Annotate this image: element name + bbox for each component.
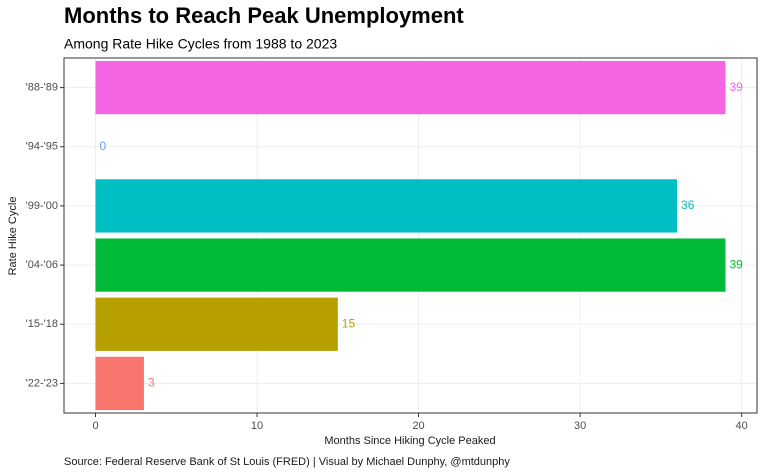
bar bbox=[95, 60, 726, 115]
bar bbox=[95, 356, 144, 411]
bar bbox=[95, 238, 726, 292]
value-label: 3 bbox=[148, 376, 155, 390]
y-tick-label: '15-'18 bbox=[26, 318, 58, 330]
value-label: 15 bbox=[342, 316, 356, 330]
bar bbox=[95, 297, 338, 351]
plot-border bbox=[63, 57, 758, 414]
value-label: 39 bbox=[730, 80, 744, 94]
chart-title: Months to Reach Peak Unemployment bbox=[64, 3, 464, 28]
x-tick-label: 20 bbox=[412, 420, 424, 432]
value-label: 0 bbox=[100, 139, 107, 153]
y-tick-label: '99-'00 bbox=[26, 200, 58, 212]
value-label: 36 bbox=[681, 198, 695, 212]
y-tick-label: '22-'23 bbox=[26, 377, 58, 389]
caption: Source: Federal Reserve Bank of St Louis… bbox=[64, 456, 510, 468]
x-tick-label: 10 bbox=[251, 420, 263, 432]
value-label: 39 bbox=[730, 257, 744, 271]
x-tick-label: 30 bbox=[574, 420, 586, 432]
chart-subtitle: Among Rate Hike Cycles from 1988 to 2023 bbox=[64, 36, 337, 52]
y-tick-label: '04-'06 bbox=[26, 259, 58, 271]
x-tick-label: 0 bbox=[92, 420, 98, 432]
y-tick-label: '94-'95 bbox=[26, 141, 58, 153]
x-tick-label: 40 bbox=[736, 420, 748, 432]
y-tick-label: '88-'89 bbox=[26, 81, 58, 93]
x-axis-label: Months Since Hiking Cycle Peaked bbox=[324, 435, 495, 447]
plot-panel bbox=[64, 58, 757, 413]
bar bbox=[95, 179, 678, 233]
y-axis-label: Rate Hike Cycle bbox=[7, 197, 19, 276]
